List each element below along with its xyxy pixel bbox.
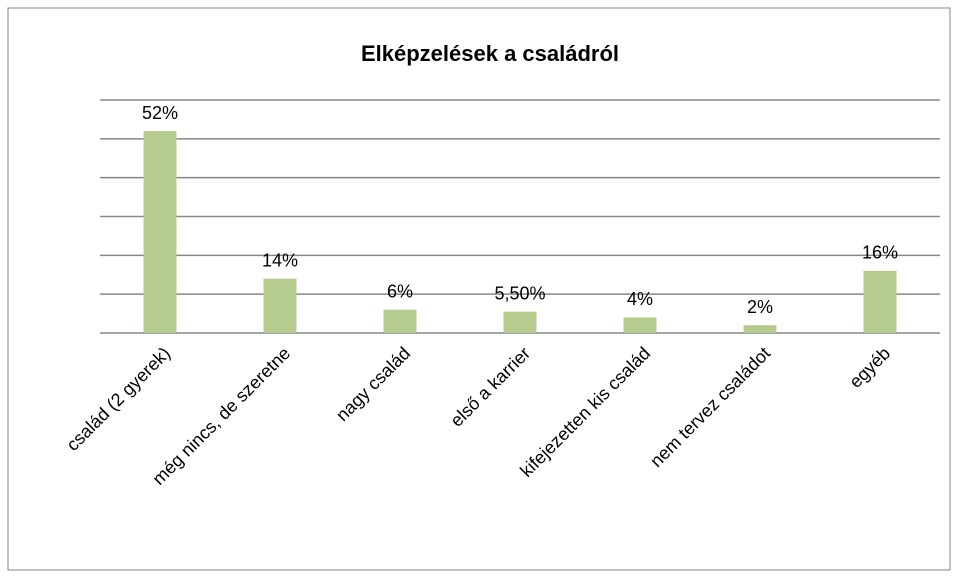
data-label: 6%	[387, 281, 413, 301]
data-label: 52%	[142, 103, 178, 123]
data-label: 16%	[862, 243, 898, 263]
data-label: 5,50%	[494, 283, 545, 303]
bar	[143, 131, 177, 333]
bar	[263, 278, 297, 333]
bar	[623, 317, 657, 333]
data-label: 2%	[747, 297, 773, 317]
chart-title: Elképzelések a családról	[361, 41, 619, 66]
bar	[863, 270, 897, 333]
data-label: 4%	[627, 289, 653, 309]
data-label: 14%	[262, 250, 298, 270]
bar	[503, 311, 537, 333]
bar	[743, 325, 777, 333]
bar	[383, 309, 417, 333]
